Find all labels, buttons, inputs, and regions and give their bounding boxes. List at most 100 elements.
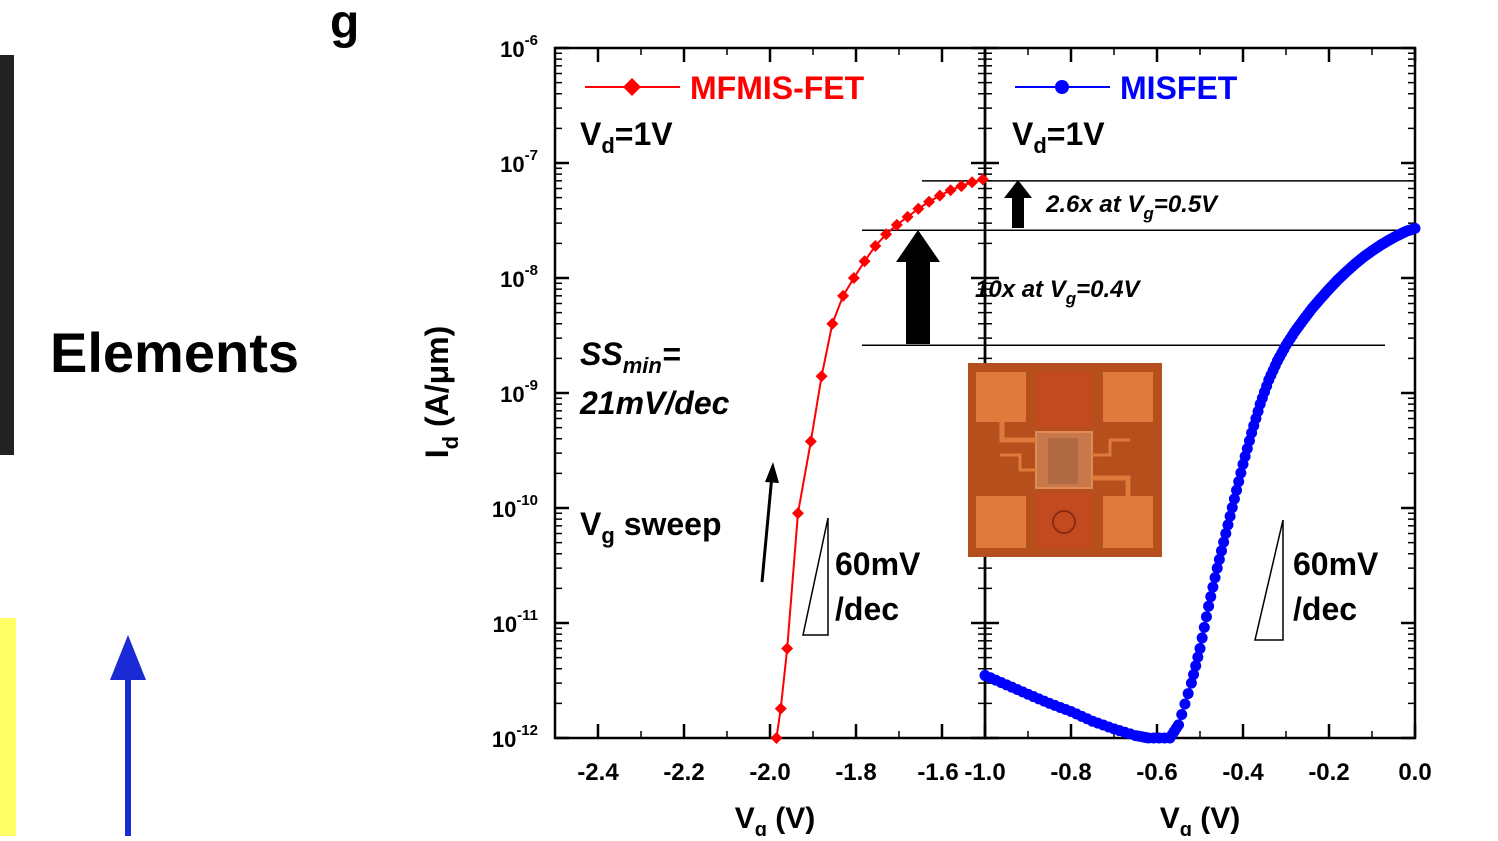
slope-label-left-line2: /dec xyxy=(835,591,899,627)
data-point xyxy=(966,176,979,189)
vg-sweep-label: Vg sweep xyxy=(580,506,722,548)
x-tick-label: 0.0 xyxy=(1398,759,1431,786)
data-point xyxy=(1220,528,1232,540)
data-point xyxy=(890,218,903,231)
x-tick-label: -2.2 xyxy=(663,759,704,786)
y-tick-label: 10-6 xyxy=(500,32,538,62)
data-point xyxy=(791,507,804,520)
data-point xyxy=(955,180,968,193)
data-point xyxy=(912,202,925,215)
ratio-small-label: 2.6x at Vg=0.5V xyxy=(1045,191,1219,223)
data-point xyxy=(880,228,893,241)
ratio-large-arrow-head xyxy=(896,230,940,262)
data-point xyxy=(1192,651,1204,663)
ratio-large-arrow-shaft xyxy=(906,258,930,344)
data-point xyxy=(1231,484,1243,496)
y-tick-label: 10-12 xyxy=(492,722,538,752)
x-tick-label: -2.4 xyxy=(577,759,619,786)
slope-label-left-line1: 60mV xyxy=(835,546,921,582)
x-axis-label-right: Vg (V) xyxy=(1160,802,1241,836)
ratio-large-label: 10x at Vg=0.4V xyxy=(975,276,1142,308)
data-point xyxy=(1182,688,1194,700)
svg-text:Id (A/μm): Id (A/μm) xyxy=(419,326,463,459)
x-tick-label: -2.0 xyxy=(749,759,790,786)
data-point xyxy=(774,702,787,715)
title-fragment: g xyxy=(330,0,359,49)
data-point xyxy=(1228,493,1240,505)
sweep-arrow-shaft xyxy=(760,474,774,583)
sweep-arrow-head xyxy=(765,462,779,483)
data-point xyxy=(923,195,936,208)
y-tick-label: 10-11 xyxy=(493,607,538,637)
y-tick-label: 10-7 xyxy=(500,147,538,177)
x-tick-label: -1.8 xyxy=(835,759,876,786)
data-point xyxy=(1188,668,1200,680)
data-point xyxy=(944,184,957,197)
slope-triangle-right xyxy=(1254,519,1284,641)
dark-side-panel xyxy=(0,55,14,455)
data-point xyxy=(1224,510,1236,522)
data-point xyxy=(1211,562,1223,574)
data-point xyxy=(869,239,882,252)
y-tick-label: 10-10 xyxy=(492,492,538,522)
side-label: Elements xyxy=(50,321,299,384)
yellow-side-strip xyxy=(0,618,16,836)
data-point xyxy=(1173,719,1184,731)
x-tick-label: -0.4 xyxy=(1222,759,1264,786)
data-point xyxy=(804,435,817,448)
x-tick-label: -0.8 xyxy=(1050,759,1091,786)
y-axis-label: Id (A/μm) xyxy=(419,326,463,459)
legend-misfet: MISFET xyxy=(1015,70,1238,106)
data-point xyxy=(1213,553,1225,565)
y-tick-label: 10-9 xyxy=(500,377,538,407)
data-point xyxy=(976,173,989,186)
data-point xyxy=(1190,660,1202,672)
data-point xyxy=(770,732,783,744)
ratio-small-arrow-shaft xyxy=(1012,194,1024,228)
x-axis-label-left: Vg (V) xyxy=(735,802,816,836)
data-point xyxy=(847,272,860,284)
data-point xyxy=(1194,643,1206,655)
x-tick-label: -0.2 xyxy=(1308,759,1349,786)
legend-label-mfmis: MFMIS-FET xyxy=(690,70,865,106)
data-point xyxy=(1216,545,1227,557)
slope-triangle-left xyxy=(802,517,829,636)
data-point xyxy=(815,370,828,383)
blue-arrow-head xyxy=(110,635,146,680)
data-point xyxy=(1205,591,1217,603)
vd-label-right: Vd=1V xyxy=(1012,116,1105,158)
data-point xyxy=(1207,581,1219,593)
legend-mfmis: MFMIS-FET xyxy=(585,70,865,106)
x-tick-label: -0.6 xyxy=(1136,759,1177,786)
data-point xyxy=(933,189,946,202)
data-point xyxy=(858,255,871,268)
vd-label-left: Vd=1V xyxy=(580,116,673,158)
data-point xyxy=(1196,632,1208,644)
slope-label-right-line2: /dec xyxy=(1293,591,1357,627)
data-point xyxy=(1233,476,1245,488)
data-point xyxy=(1203,600,1215,612)
y-tick-label: 10-8 xyxy=(500,262,538,292)
series-line xyxy=(775,178,984,739)
data-point xyxy=(1226,502,1238,514)
ss-min-value: 21mV/dec xyxy=(579,385,730,421)
ss-min-label: SSmin= xyxy=(580,336,681,378)
data-point xyxy=(1209,572,1221,584)
data-point xyxy=(1185,677,1197,689)
data-point xyxy=(837,289,850,302)
x-tick-label: -1.6 xyxy=(917,759,958,786)
data-point xyxy=(1218,536,1230,548)
device-micrograph-inset xyxy=(968,363,1162,557)
x-tick-label: -1.0 xyxy=(964,759,1005,786)
slope-label-right-line1: 60mV xyxy=(1293,546,1379,582)
data-point xyxy=(826,317,839,330)
legend-label-misfet: MISFET xyxy=(1120,70,1238,106)
data-point xyxy=(1179,698,1191,710)
data-point xyxy=(901,210,914,223)
data-point xyxy=(1222,519,1234,531)
data-point xyxy=(781,642,794,655)
data-point xyxy=(1409,222,1421,234)
data-point xyxy=(1176,708,1188,720)
